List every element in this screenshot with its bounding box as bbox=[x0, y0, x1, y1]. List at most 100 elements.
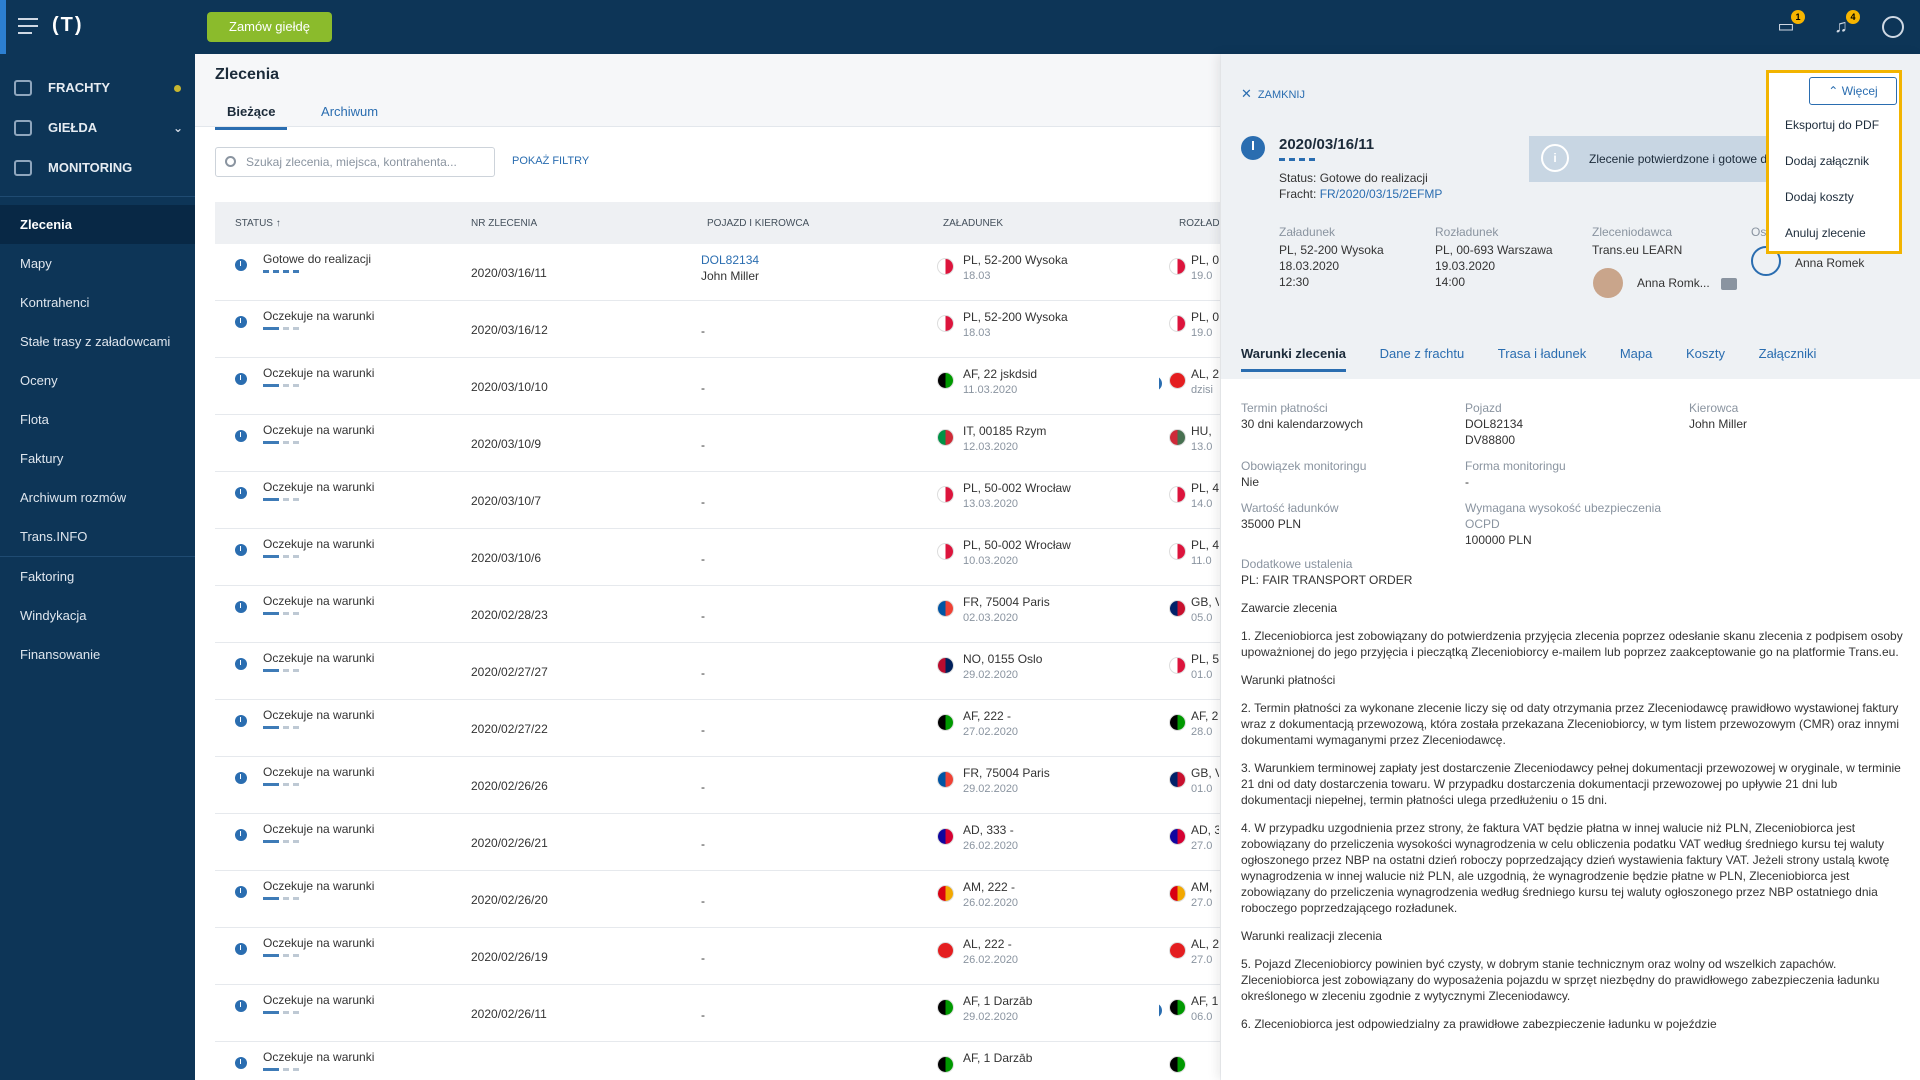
table-row[interactable]: Oczekuje na warunki 2020/02/26/26 - FR, 750… bbox=[215, 757, 1220, 814]
status-cell: Oczekuje na warunki bbox=[215, 472, 451, 528]
fracht-link[interactable]: FR/2020/03/15/2EFMP bbox=[1319, 187, 1443, 201]
table-row[interactable]: Oczekuje na warunki 2020/02/26/11 - AF, 1 D… bbox=[215, 985, 1220, 1042]
flag-icon bbox=[1169, 372, 1186, 389]
sidebar-link[interactable]: Stałe trasy z załadowcami bbox=[20, 334, 171, 349]
flag-icon bbox=[937, 657, 954, 674]
table-row[interactable]: Oczekuje na warunki 2020/03/10/10 - AF, 22 … bbox=[215, 358, 1220, 415]
progress-indicator bbox=[263, 897, 301, 900]
sidebar-link[interactable]: Zlecenia bbox=[0, 205, 195, 244]
sidebar-link[interactable]: Flota bbox=[20, 412, 49, 427]
flag-icon bbox=[937, 315, 954, 332]
exchange-icon bbox=[14, 120, 32, 136]
unloading-cell: … AF, 1 06.0 bbox=[1159, 985, 1219, 1041]
column-vehicle-driver[interactable]: POJAZD I KIEROWCA bbox=[707, 217, 810, 229]
contact-person[interactable]: Anna Romek bbox=[1795, 256, 1865, 270]
chat-icon[interactable] bbox=[1721, 278, 1737, 290]
menu-item-cancel-order[interactable]: Anuluj zlecenie bbox=[1785, 226, 1866, 240]
chat-icon[interactable]: … bbox=[1159, 1003, 1162, 1018]
sidebar-link[interactable]: Oceny bbox=[20, 373, 58, 388]
sidebar-link[interactable]: Finansowanie bbox=[20, 647, 101, 662]
sidebar-link[interactable]: Archiwum rozmów bbox=[20, 490, 127, 505]
field-value: DV88800 bbox=[1465, 433, 1516, 447]
vehicle: - bbox=[701, 951, 705, 965]
table-row[interactable]: Oczekuje na warunki AF, 1 Darzāb bbox=[215, 1042, 1220, 1080]
flag-icon bbox=[937, 600, 954, 617]
menu-item-add-attachment[interactable]: Dodaj załącznik bbox=[1785, 154, 1870, 168]
unloading-place: AL, 2 bbox=[1191, 367, 1219, 381]
unloading-cell: AM, 27.0 bbox=[1159, 871, 1219, 927]
tab-map[interactable]: Mapa bbox=[1619, 346, 1653, 361]
sidebar-item-monitoring[interactable]: MONITORING bbox=[0, 148, 195, 188]
sidebar-link[interactable]: Kontrahenci bbox=[20, 295, 90, 310]
table-row[interactable]: Oczekuje na warunki 2020/02/27/27 - NO, 015… bbox=[215, 643, 1220, 700]
unloading-cell: PL, 5 01.0 bbox=[1159, 643, 1219, 699]
tab-freight-data[interactable]: Dane z frachtu bbox=[1379, 346, 1465, 361]
status-cell: Oczekuje na warunki bbox=[215, 358, 451, 414]
table-row[interactable]: Oczekuje na warunki 2020/02/26/21 - AD, 333… bbox=[215, 814, 1220, 871]
messages-icon[interactable]: ▭ 1 bbox=[1775, 10, 1805, 36]
table-row[interactable]: Gotowe do realizacji 2020/03/16/11 DOL8213… bbox=[215, 244, 1220, 301]
sidebar-link[interactable]: Faktury bbox=[20, 451, 64, 466]
unloading-line: PL, 00-693 Warszawa bbox=[1435, 243, 1553, 257]
user-avatar-icon[interactable] bbox=[1882, 16, 1904, 38]
search-placeholder: Szukaj zlecenia, miejsca, kontrahenta... bbox=[246, 155, 457, 169]
sidebar-link[interactable]: Windykacja bbox=[20, 608, 87, 623]
loading-line: PL, 52-200 Wysoka bbox=[1279, 243, 1384, 257]
terms-paragraph: Zawarcie zlecenia bbox=[1241, 601, 1338, 615]
sidebar-item-exchange[interactable]: GIEŁDA ⌄ bbox=[0, 108, 195, 148]
client-column: Zleceniodawca Trans.eu LEARN bbox=[1592, 224, 1682, 258]
column-loading[interactable]: ZAŁADUNEK bbox=[943, 217, 1004, 229]
menu-item-add-costs[interactable]: Dodaj koszty bbox=[1785, 190, 1854, 204]
unloading-date: 19.0 bbox=[1191, 270, 1213, 282]
tab-current[interactable]: Bieżące bbox=[215, 100, 288, 130]
show-filters-link[interactable]: POKAŻ FILTRY bbox=[512, 155, 590, 167]
clock-icon bbox=[235, 829, 247, 841]
status-cell: Oczekuje na warunki bbox=[215, 985, 451, 1041]
driver: John Miller bbox=[701, 269, 760, 283]
unloading-column: Rozładunek PL, 00-693 Warszawa 19.03.202… bbox=[1435, 224, 1553, 290]
column-status[interactable]: STATUS ↑ bbox=[235, 217, 281, 229]
order-exchange-button[interactable]: Zamów giełdę bbox=[207, 12, 332, 42]
terms-paragraph: 3. Warunkiem terminowej zapłaty jest dos… bbox=[1241, 761, 1901, 807]
loading-place: PL, 52-200 Wysoka bbox=[963, 253, 1068, 267]
table-row[interactable]: Oczekuje na warunki 2020/03/10/9 - IT, 0018… bbox=[215, 415, 1220, 472]
vehicle[interactable]: DOL82134 bbox=[701, 253, 760, 267]
app-logo[interactable]: (T) bbox=[52, 14, 84, 36]
tab-archive[interactable]: Archiwum bbox=[321, 104, 379, 119]
tab-route-cargo[interactable]: Trasa i ładunek bbox=[1497, 346, 1587, 361]
tab-order-terms[interactable]: Warunki zlecenia bbox=[1241, 346, 1346, 372]
sidebar-link[interactable]: Faktoring bbox=[20, 569, 75, 584]
tab-costs[interactable]: Koszty bbox=[1685, 346, 1725, 361]
column-unloading[interactable]: ROZŁADUN bbox=[1179, 217, 1219, 229]
close-button[interactable]: ✕ ZAMKNIJ bbox=[1241, 86, 1305, 102]
notifications-icon[interactable]: ♫ 4 bbox=[1830, 10, 1860, 36]
loading-date: 10.03.2020 bbox=[963, 555, 1019, 567]
status-text: Oczekuje na warunki bbox=[263, 708, 375, 722]
tab-attachments[interactable]: Załączniki bbox=[1758, 346, 1817, 361]
field: Kierowca John Miller bbox=[1689, 400, 1889, 448]
unloading-cell: PL, 4 14.0 bbox=[1159, 472, 1219, 528]
chat-icon[interactable]: … bbox=[1159, 376, 1162, 391]
client-person[interactable]: Anna Romk... bbox=[1637, 276, 1710, 290]
sidebar-link[interactable]: Mapy bbox=[20, 256, 52, 271]
sidebar-link[interactable]: Trans.INFO bbox=[20, 529, 88, 544]
table-row[interactable]: Oczekuje na warunki 2020/02/26/19 - AL, 222… bbox=[215, 928, 1220, 985]
menu-item-export-pdf[interactable]: Eksportuj do PDF bbox=[1785, 118, 1880, 132]
table-row[interactable]: Oczekuje na warunki 2020/03/10/6 - PL, 50-0… bbox=[215, 529, 1220, 586]
flag-icon bbox=[1169, 429, 1186, 446]
table-row[interactable]: Oczekuje na warunki 2020/03/10/7 - PL, 50-0… bbox=[215, 472, 1220, 529]
table-row[interactable]: Oczekuje na warunki 2020/02/26/20 - AM, 222… bbox=[215, 871, 1220, 928]
avatar[interactable] bbox=[1593, 268, 1623, 298]
info-banner: i Zlecenie potwierdzone i gotowe d bbox=[1529, 136, 1779, 182]
column-order-number[interactable]: NR ZLECENIA bbox=[471, 217, 538, 229]
menu-icon[interactable] bbox=[18, 18, 38, 34]
vehicle: - bbox=[701, 1008, 705, 1022]
table-row[interactable]: Oczekuje na warunki 2020/02/28/23 - FR, 750… bbox=[215, 586, 1220, 643]
chevron-down-icon: ⌄ bbox=[172, 121, 183, 135]
sidebar-item-freights[interactable]: FRACHTY bbox=[0, 68, 195, 108]
table-row[interactable]: Oczekuje na warunki 2020/03/16/12 - PL, 52-… bbox=[215, 301, 1220, 358]
search-input[interactable]: Szukaj zlecenia, miejsca, kontrahenta... bbox=[215, 147, 495, 177]
terms-paragraph: 1. Zleceniobiorca jest zobowiązany do po… bbox=[1241, 629, 1903, 659]
more-button[interactable]: ⌃ Więcej bbox=[1809, 77, 1897, 105]
table-row[interactable]: Oczekuje na warunki 2020/02/27/22 - AF, 222… bbox=[215, 700, 1220, 757]
